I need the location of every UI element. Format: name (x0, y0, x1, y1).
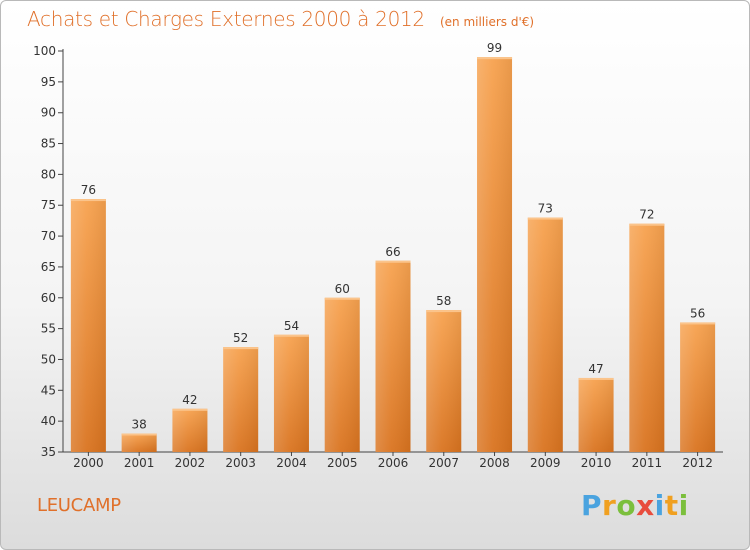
logo-letter: o (616, 489, 637, 522)
bar-top-edge (172, 408, 208, 411)
data-label: 73 (538, 202, 553, 216)
data-label: 52 (233, 331, 248, 345)
x-tick-label: 2010 (581, 456, 612, 470)
x-tick-label: 2005 (327, 456, 358, 470)
data-label: 58 (436, 294, 451, 308)
y-tick-label: 90 (41, 106, 56, 120)
y-tick-label: 75 (41, 198, 56, 212)
logo-letter: i (654, 489, 665, 522)
bar-top-edge (324, 297, 360, 300)
y-tick-label: 55 (41, 322, 56, 336)
data-label: 42 (182, 393, 197, 407)
bar-shine (680, 322, 716, 452)
bar-top-edge (477, 57, 513, 60)
bar-top-edge (223, 347, 259, 350)
x-tick-label: 2007 (428, 456, 459, 470)
bar-top-edge (680, 322, 716, 325)
y-tick-label: 65 (41, 260, 56, 274)
data-label: 54 (284, 319, 299, 333)
bar-top-edge (578, 377, 614, 380)
data-label: 72 (639, 208, 654, 222)
bar-top-edge (70, 199, 106, 202)
y-tick-label: 95 (41, 75, 56, 89)
bar-shine (578, 377, 614, 452)
y-tick-label: 70 (41, 229, 56, 243)
data-label: 66 (385, 245, 400, 259)
bar-shine (426, 310, 462, 452)
logo-letter: i (678, 489, 689, 522)
logo-letter: t (664, 489, 679, 522)
bar-shine (527, 217, 563, 452)
y-tick-label: 85 (41, 137, 56, 151)
chart-title: Achats et Charges Externes 2000 à 2012 (27, 7, 425, 31)
logo-letter: r (602, 489, 617, 522)
bar-top-edge (375, 260, 411, 263)
bar-shine (375, 260, 411, 452)
bar-shine (477, 57, 513, 453)
data-label: 76 (81, 183, 96, 197)
commune-name: LEUCAMP (37, 495, 121, 516)
bar-shine (121, 433, 157, 452)
y-tick-label: 40 (41, 414, 56, 428)
data-label: 56 (690, 306, 705, 320)
bar-shine (629, 223, 665, 452)
x-tick-label: 2000 (73, 456, 104, 470)
bar-top-edge (629, 223, 665, 226)
proxiti-logo: Proxiti (581, 489, 689, 522)
x-tick-label: 2008 (479, 456, 510, 470)
data-label: 38 (132, 417, 147, 431)
data-label: 60 (335, 282, 350, 296)
data-label: 99 (487, 41, 502, 55)
title-row: Achats et Charges Externes 2000 à 2012 (… (27, 7, 534, 31)
x-tick-label: 2011 (632, 456, 663, 470)
y-tick-label: 100 (33, 44, 56, 58)
logo-letter: P (581, 489, 603, 522)
x-tick-label: 2012 (682, 456, 713, 470)
x-tick-label: 2002 (175, 456, 206, 470)
bar-shine (273, 334, 309, 452)
y-tick-label: 80 (41, 167, 56, 181)
y-tick-label: 35 (41, 445, 56, 459)
y-tick-label: 45 (41, 383, 56, 397)
chart-subtitle: (en milliers d'€) (439, 15, 535, 29)
y-tick-label: 50 (41, 352, 56, 366)
x-tick-label: 2001 (124, 456, 155, 470)
bar-shine (223, 347, 259, 452)
data-label: 47 (588, 362, 603, 376)
bar-shine (172, 408, 208, 452)
logo-letter: x (636, 489, 655, 522)
x-tick-label: 2006 (378, 456, 409, 470)
bar-top-edge (121, 433, 157, 436)
x-tick-label: 2004 (276, 456, 307, 470)
x-tick-label: 2009 (530, 456, 561, 470)
bar-top-edge (527, 217, 563, 220)
y-tick-label: 60 (41, 291, 56, 305)
bar-shine (70, 199, 106, 452)
bar-shine (324, 297, 360, 452)
bar-top-edge (273, 334, 309, 337)
x-tick-label: 2003 (225, 456, 256, 470)
bar-top-edge (426, 310, 462, 313)
